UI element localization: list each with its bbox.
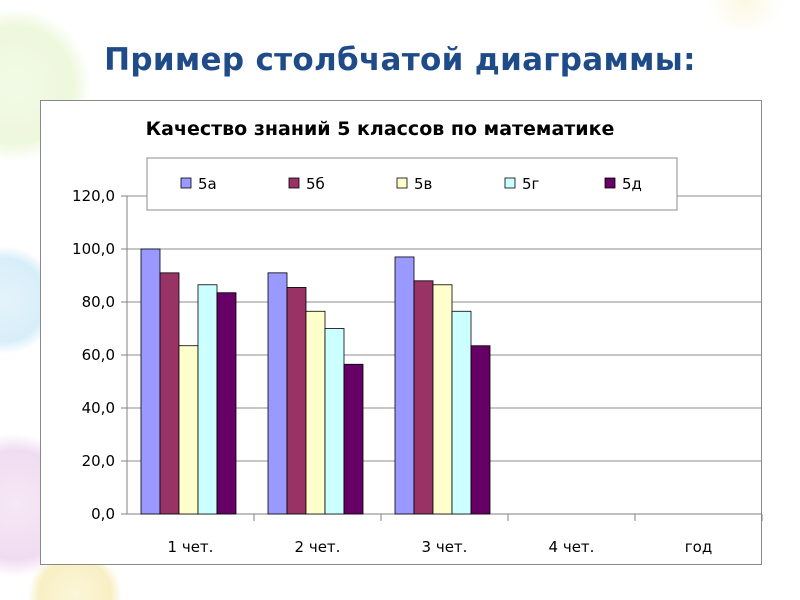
legend-label: 5г	[522, 175, 540, 193]
slide-title: Пример столбчатой диаграммы:	[104, 42, 696, 78]
legend-swatch-5б	[288, 177, 300, 189]
legend-box	[146, 157, 678, 211]
y-tick-label: 0,0	[91, 505, 115, 523]
y-tick-label: 120,0	[72, 187, 115, 205]
bar-5г	[197, 284, 218, 515]
x-tick-label: 4 чет.	[549, 538, 595, 556]
bar-5г	[324, 328, 345, 515]
bar-5б	[159, 272, 180, 515]
y-tick-label: 60,0	[82, 346, 115, 364]
x-tick-label: 2 чет.	[295, 538, 341, 556]
legend-label: 5а	[198, 175, 217, 193]
legend-swatch-5г	[504, 177, 516, 189]
legend-label: 5д	[622, 175, 642, 193]
bar-5б	[286, 287, 307, 515]
bar-5г	[451, 310, 472, 515]
legend-swatch-5а	[180, 177, 192, 189]
bar-5в	[432, 284, 453, 515]
bar-5д	[216, 292, 237, 515]
legend-swatch-5д	[604, 177, 616, 189]
bar-5а	[140, 248, 161, 515]
x-tick-label: 1 чет.	[168, 538, 214, 556]
y-tick-label: 80,0	[82, 293, 115, 311]
x-tick-label: год	[685, 538, 712, 556]
y-tick-label: 100,0	[72, 240, 115, 258]
legend: 5а 5б 5в 5г 5д	[146, 157, 678, 211]
bar-5д	[470, 345, 491, 515]
legend-swatch-5в	[396, 177, 408, 189]
bar-5б	[413, 280, 434, 515]
legend-label: 5б	[306, 175, 325, 193]
plot-layer: 0,0 20,0 40,0 60,0 80,0 100,0 120,0 1 чет. 2 чет…	[72, 187, 763, 556]
chart-title: Качество знаний 5 классов по математике	[145, 118, 615, 140]
legend-label: 5в	[414, 175, 432, 193]
y-tick-label: 20,0	[82, 452, 115, 470]
x-tick-label: 3 чет.	[422, 538, 468, 556]
y-tick-label: 40,0	[82, 399, 115, 417]
bar-5в	[178, 345, 199, 515]
bar-5в	[305, 310, 326, 515]
bar-5д	[343, 363, 364, 515]
bar-5а	[394, 256, 415, 515]
bar-5а	[267, 272, 288, 515]
